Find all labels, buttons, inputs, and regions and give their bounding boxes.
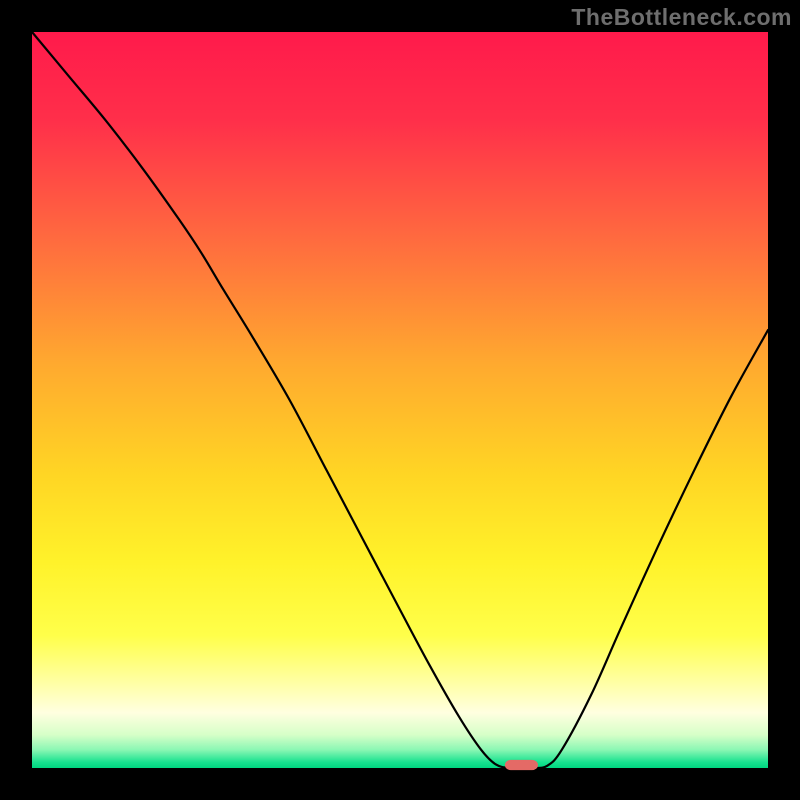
bottleneck-chart [0, 0, 800, 800]
optimal-marker [505, 760, 538, 770]
watermark-text: TheBottleneck.com [571, 4, 792, 31]
chart-container: TheBottleneck.com [0, 0, 800, 800]
chart-gradient-background [32, 32, 768, 768]
